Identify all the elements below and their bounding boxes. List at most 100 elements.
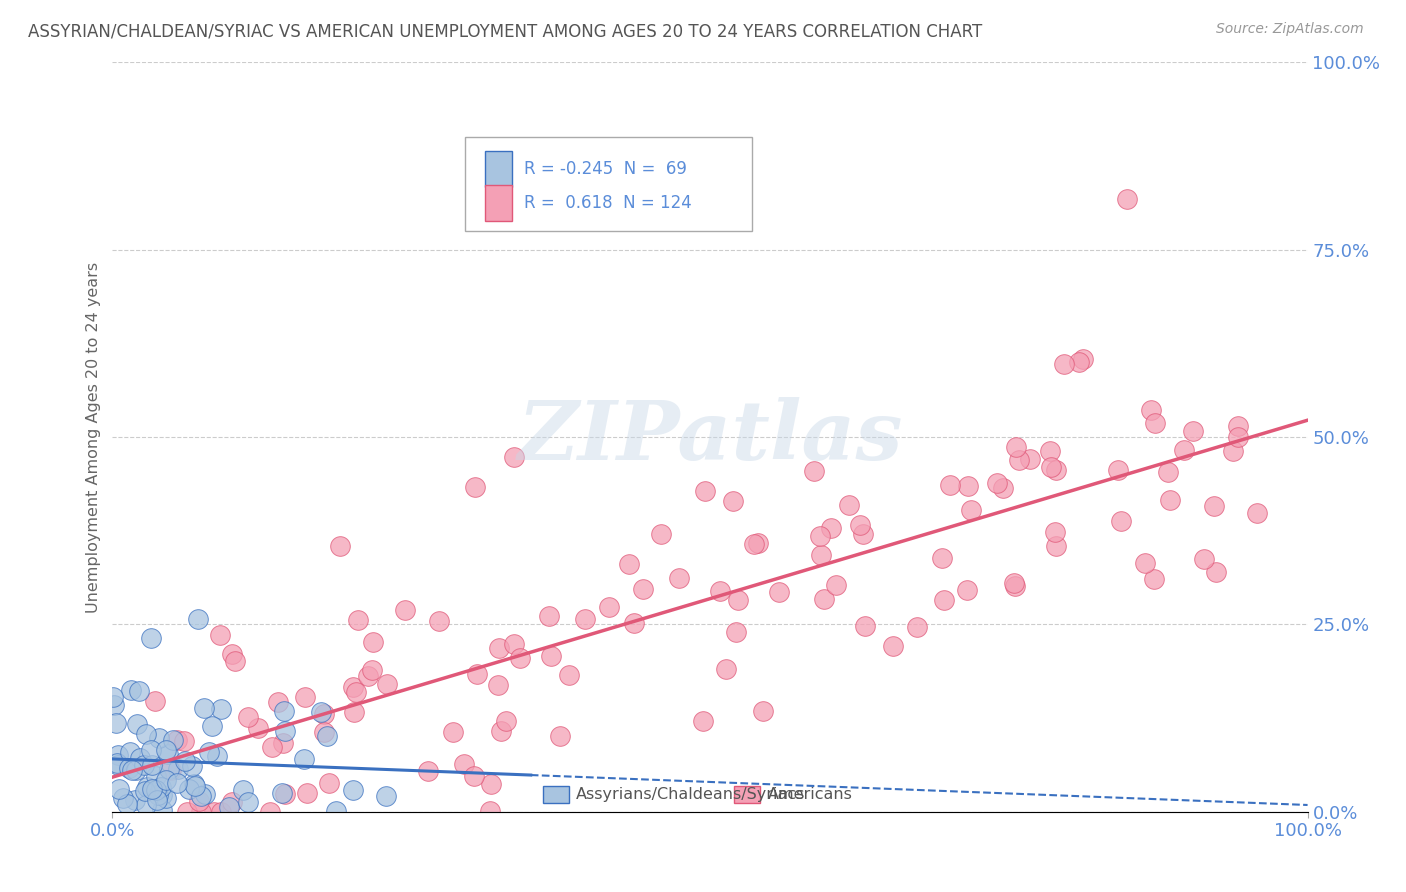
Point [931,551,953,566]
Point [1005,440,1028,454]
Point [139,743,162,757]
Point [631,582,654,596]
Point [1181,424,1204,438]
Point [418,764,440,778]
Point [194,787,217,801]
FancyBboxPatch shape [734,786,761,803]
Point [309,705,332,719]
Point [692,714,714,728]
Point [145,769,167,783]
Point [247,721,270,735]
Point [1004,579,1026,593]
Y-axis label: Unemployment Among Ages 20 to 24 years: Unemployment Among Ages 20 to 24 years [86,261,101,613]
Point [742,537,765,551]
Point [360,663,382,677]
Point [502,637,524,651]
Point [166,733,188,747]
Point [1045,462,1067,476]
Point [173,754,195,768]
Point [273,704,295,718]
Point [849,517,872,532]
Point [1069,354,1091,368]
Point [768,584,790,599]
Point [479,805,502,819]
Point [465,667,488,681]
Point [198,745,221,759]
Point [714,662,737,676]
Point [325,804,347,818]
Point [724,624,747,639]
Point [1053,357,1076,371]
Point [124,764,146,778]
Point [132,758,155,772]
Point [318,776,340,790]
Point [1226,419,1249,434]
Point [538,608,561,623]
Point [509,651,531,665]
Point [190,789,212,803]
Point [905,620,928,634]
Point [150,803,173,817]
Point [128,683,150,698]
Point [111,791,134,805]
Point [1111,514,1133,528]
Point [209,805,232,819]
Point [125,717,148,731]
Point [274,723,297,738]
Point [747,536,769,550]
Text: Americans: Americans [768,787,852,802]
Point [1157,465,1180,479]
Point [150,788,173,802]
Point [1116,192,1139,206]
Point [236,710,259,724]
Point [1204,499,1226,513]
Point [141,758,163,772]
Point [453,757,475,772]
Point [394,603,416,617]
Point [342,680,364,694]
Point [347,613,370,627]
Text: Assyrians/Chaldeans/Syriacs: Assyrians/Chaldeans/Syriacs [576,787,806,802]
Point [271,786,294,800]
Point [103,698,125,713]
Point [149,780,172,795]
Point [207,749,229,764]
Text: ZIPatlas: ZIPatlas [517,397,903,477]
Text: Source: ZipAtlas.com: Source: ZipAtlas.com [1216,22,1364,37]
Point [1226,430,1249,444]
Point [427,614,450,628]
Point [267,695,290,709]
Point [882,640,904,654]
Point [162,733,184,747]
Point [623,615,645,630]
Point [1159,493,1181,508]
Text: R = -0.245  N =  69: R = -0.245 N = 69 [523,160,686,178]
Point [135,727,157,741]
Point [1004,576,1026,591]
Point [145,793,167,807]
Point [803,464,825,478]
Point [160,763,183,777]
Point [1008,453,1031,467]
Point [295,785,318,799]
Point [316,729,339,743]
Point [134,783,156,797]
Point [495,714,517,729]
Point [1045,539,1067,553]
Point [208,628,231,642]
Point [852,526,875,541]
Point [105,756,128,771]
Point [155,773,177,788]
Point [540,649,562,664]
Point [128,750,150,764]
Point [142,781,165,796]
Point [146,788,169,802]
Point [1038,444,1060,458]
FancyBboxPatch shape [485,151,512,186]
Point [124,793,146,807]
Point [135,797,157,812]
Point [502,450,524,465]
Point [375,789,398,803]
Point [693,484,716,499]
Point [135,780,157,795]
